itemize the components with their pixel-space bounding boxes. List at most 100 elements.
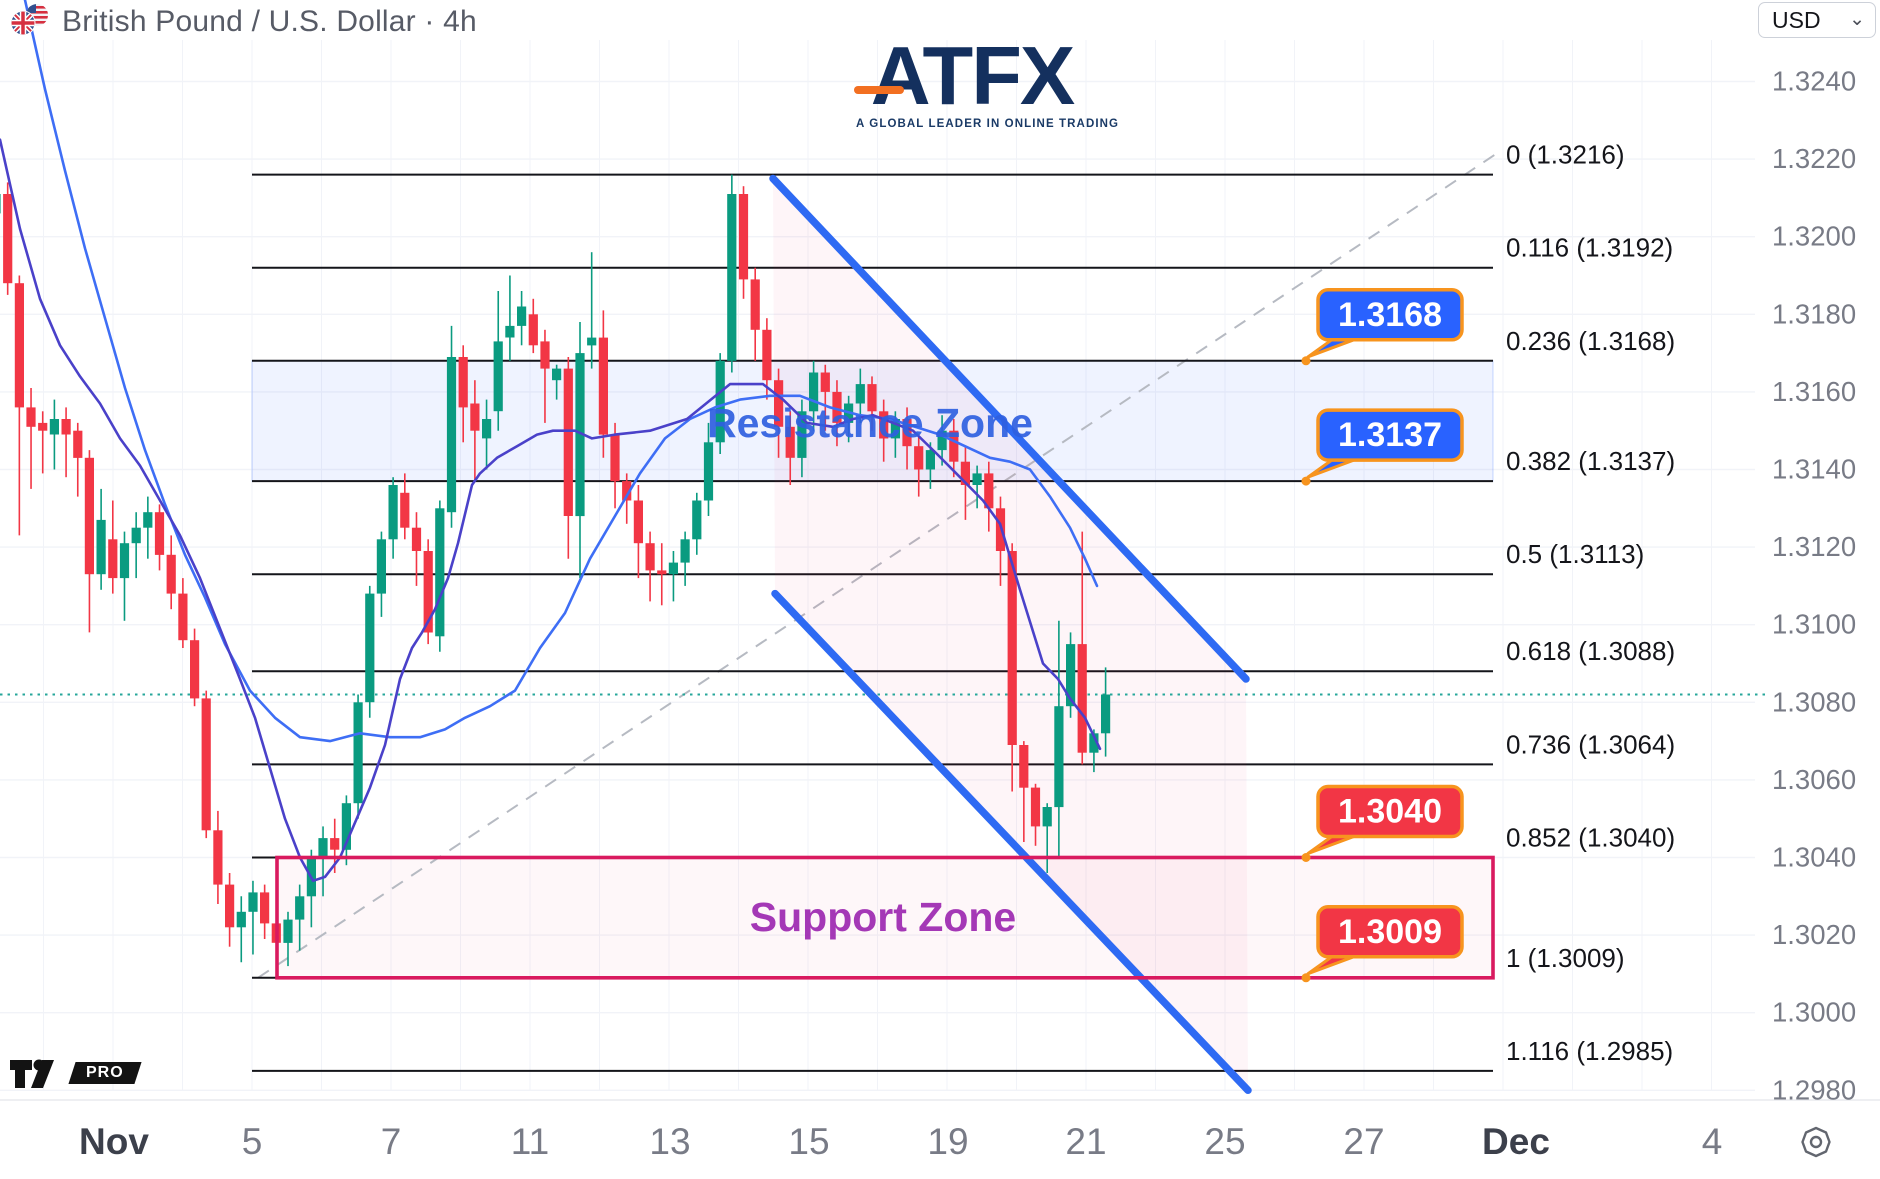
time-axis[interactable]: Nov 5 7 11 13 15 19 21 25 27 Dec 4 [79,1121,1722,1162]
candle [517,291,527,346]
candle [260,884,270,939]
candle-body [154,512,165,555]
candle-body [411,527,422,551]
candle-body [1077,644,1087,753]
price-axis-label: 1.3180 [1772,298,1856,329]
candle [925,442,935,489]
candle-body [458,357,468,408]
candle-body [703,442,714,501]
candle [1077,531,1087,765]
candle-body [493,341,503,412]
symbol-title-label: British Pound / U.S. Dollar · 4h [62,5,477,38]
candle [633,485,643,579]
candle [972,465,982,509]
dashed-trendline[interactable] [257,150,1501,979]
candle [376,531,386,617]
candle [166,535,176,610]
candle [388,477,398,559]
candle [446,325,457,528]
callout-anchor-dot [1301,853,1311,862]
candle [178,578,188,648]
candle-body [400,492,410,528]
time-axis-label: Nov [79,1121,149,1162]
time-axis-label: Dec [1482,1121,1550,1162]
candle [832,380,842,447]
candle [552,364,562,400]
candle-body [774,380,784,427]
candle [657,543,667,606]
price-callout[interactable]: 1.3137 [1301,408,1464,486]
candle-body [785,426,795,458]
ma-slow-line[interactable] [23,0,1099,743]
candle [14,275,24,536]
price-callout[interactable]: 1.3040 [1301,784,1464,863]
candle [201,690,211,839]
candle-body [540,341,550,369]
ma-fast-line[interactable] [0,138,1102,883]
symbol-title[interactable]: British Pound / U.S. Dollar · 4h [8,2,477,42]
candle-body [552,368,562,381]
channel-upper-line[interactable] [769,174,1250,683]
candle [1007,543,1017,792]
price-callout[interactable]: 1.3009 [1301,905,1464,983]
candle [0,194,1,214]
price-axis-label: 1.3220 [1772,143,1856,174]
time-axis-label: 11 [511,1121,549,1162]
candle [1019,741,1029,842]
fib-label: 0.382 (1.3137) [1506,446,1675,476]
candle-body [1066,644,1076,707]
candle-body [96,519,106,575]
price-axis-label: 1.3160 [1772,376,1856,407]
settings-gear-icon[interactable] [1798,1124,1834,1160]
fib-label: 0.116 (1.3192) [1506,233,1673,263]
candle-body [890,419,900,439]
candle-body [715,360,725,443]
time-axis-label: 7 [381,1121,402,1162]
channel-lower-line[interactable] [771,589,1252,1095]
candle [295,884,305,951]
price-axis[interactable]: 1.3240 1.3220 1.3200 1.3180 1.3160 1.3140 1.31… [1772,66,1856,1106]
atfx-logo-text: ATFX [870,29,1076,122]
candle [1030,783,1041,846]
candle [680,531,690,586]
price-axis-label: 1.2980 [1772,1074,1856,1105]
candle-body [119,543,130,579]
candle [236,896,246,963]
candle-body [26,407,36,427]
candle [855,368,865,423]
candle [774,368,784,458]
candle [750,267,760,361]
callout-text: 1.3137 [1338,416,1442,454]
candle [119,531,130,621]
candle-body [470,403,480,431]
price-axis-label: 1.3140 [1772,454,1856,485]
candle [949,419,959,478]
candle [703,422,714,516]
candle-body [528,314,538,346]
candle [435,500,445,652]
candle-body [925,450,935,470]
candle [84,450,94,633]
candle-body [587,337,597,346]
support-zone-border[interactable] [275,855,1495,980]
atfx-logo: ATFX A GLOBAL LEADER IN ONLINE TRADING [854,29,1118,130]
candle-body [108,539,118,579]
price-callout[interactable]: 1.3168 [1301,288,1464,366]
candle [61,407,71,478]
currency-selector[interactable]: USD ⌄ [1758,2,1876,38]
tradingview-logo[interactable]: PRO [8,1056,142,1090]
candle-body [201,698,211,831]
candle [341,795,351,866]
candle-body [657,570,667,575]
tradingview-mark-icon [10,1059,54,1088]
candle [283,911,293,967]
candle [213,810,223,904]
candle-body [446,357,457,513]
callout-text: 1.3009 [1338,913,1442,951]
candle-body [820,372,830,392]
candle [1042,803,1052,873]
candle [470,380,480,482]
fib-label: 0.236 (1.3168) [1506,326,1675,356]
